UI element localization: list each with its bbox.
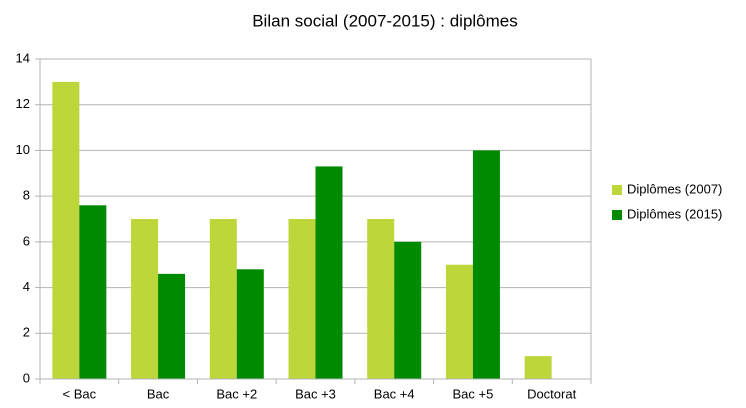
chart-title: Bilan social (2007-2015) : diplômes xyxy=(252,11,518,30)
y-tick-label: 2 xyxy=(23,325,30,340)
bar xyxy=(472,150,500,379)
bar xyxy=(394,241,422,379)
x-tick-label: Bac xyxy=(147,386,170,401)
bar xyxy=(209,219,237,379)
x-tick-label: Doctorat xyxy=(527,386,577,401)
x-tick-label: < Bac xyxy=(63,386,97,401)
x-tick-label: Bac +5 xyxy=(453,386,494,401)
bar xyxy=(288,219,316,379)
x-tick-label: Bac +3 xyxy=(295,386,336,401)
bar xyxy=(524,356,552,379)
y-tick-label: 0 xyxy=(23,370,30,385)
bar xyxy=(236,269,264,379)
bar xyxy=(52,81,80,379)
bar xyxy=(367,219,395,379)
y-tick-label: 8 xyxy=(23,188,30,203)
y-tick-label: 12 xyxy=(16,96,30,111)
legend-swatch xyxy=(612,210,622,220)
x-tick-label: Bac +4 xyxy=(374,386,415,401)
legend-label: Diplômes (2007) xyxy=(627,181,722,196)
y-tick-label: 10 xyxy=(16,142,30,157)
bar xyxy=(131,219,159,379)
x-tick-label: Bac +2 xyxy=(216,386,257,401)
bar xyxy=(79,205,107,379)
legend-swatch xyxy=(612,185,622,195)
legend-label: Diplômes (2015) xyxy=(627,206,722,221)
y-tick-label: 6 xyxy=(23,233,30,248)
bar xyxy=(315,166,343,379)
bar xyxy=(158,273,186,379)
bar xyxy=(445,264,473,379)
y-tick-label: 4 xyxy=(23,279,30,294)
y-tick-label: 14 xyxy=(16,50,30,65)
